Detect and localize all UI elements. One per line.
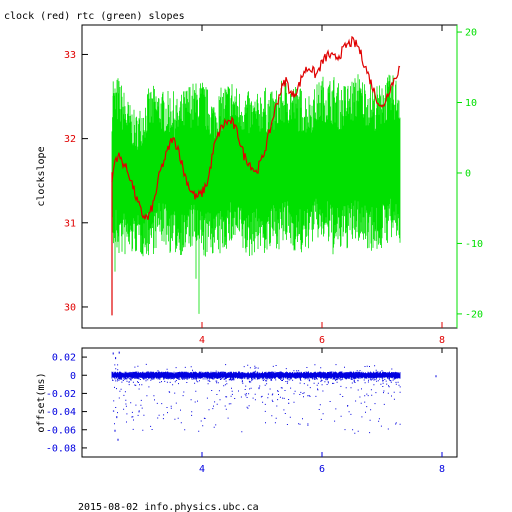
y-right-tick-label: -10	[465, 239, 483, 250]
offset-x-tick-label: 4	[199, 464, 205, 475]
y-left-tick-label: 32	[64, 134, 76, 145]
slopes-panel: 4 6 8 30 31 32 33 -20 -10 0 10 20 clockslope	[36, 24, 483, 346]
offset-y-tick-label: 0.02	[52, 353, 76, 364]
x-tick-label: 6	[319, 335, 325, 346]
offset-x-tick-label: 8	[439, 464, 445, 475]
offset-y-tick-label: -0.08	[46, 443, 76, 454]
offset-panel: 4 6 8 0.02 0 -0.02 -0.04 -0.06 -0.08 offset(ms)	[36, 347, 458, 475]
y-left-tick-label: 30	[64, 302, 76, 313]
offset-frame	[81, 347, 458, 458]
y-right-tick-label: 20	[465, 28, 477, 39]
offset-outliers	[112, 351, 437, 441]
y-axis-label: clockslope	[36, 146, 47, 206]
x-tick-label: 4	[199, 335, 205, 346]
offset-band	[111, 371, 401, 380]
y-left-tick-label: 31	[64, 218, 76, 229]
offset-y-tick-label: -0.04	[46, 407, 76, 418]
y-right-tick-label: -20	[465, 309, 483, 320]
offset-y-tick-label: -0.06	[46, 425, 76, 436]
chart-title: clock (red) rtc (green) slopes	[4, 11, 185, 22]
clock-series	[111, 35, 401, 220]
offset-y-axis-label: offset(ms)	[36, 372, 47, 432]
x-tick-label: 8	[439, 335, 445, 346]
offset-x-tick-label: 6	[319, 464, 325, 475]
y-right-tick-label: 10	[465, 98, 477, 109]
y-right-tick-label: 0	[465, 168, 471, 179]
offset-y-tick-label: -0.02	[46, 389, 76, 400]
footer-credit: 2015-08-02 info.physics.ubc.ca	[78, 502, 259, 512]
y-left-tick-label: 33	[64, 50, 76, 61]
offset-y-tick-label: 0	[70, 371, 76, 382]
